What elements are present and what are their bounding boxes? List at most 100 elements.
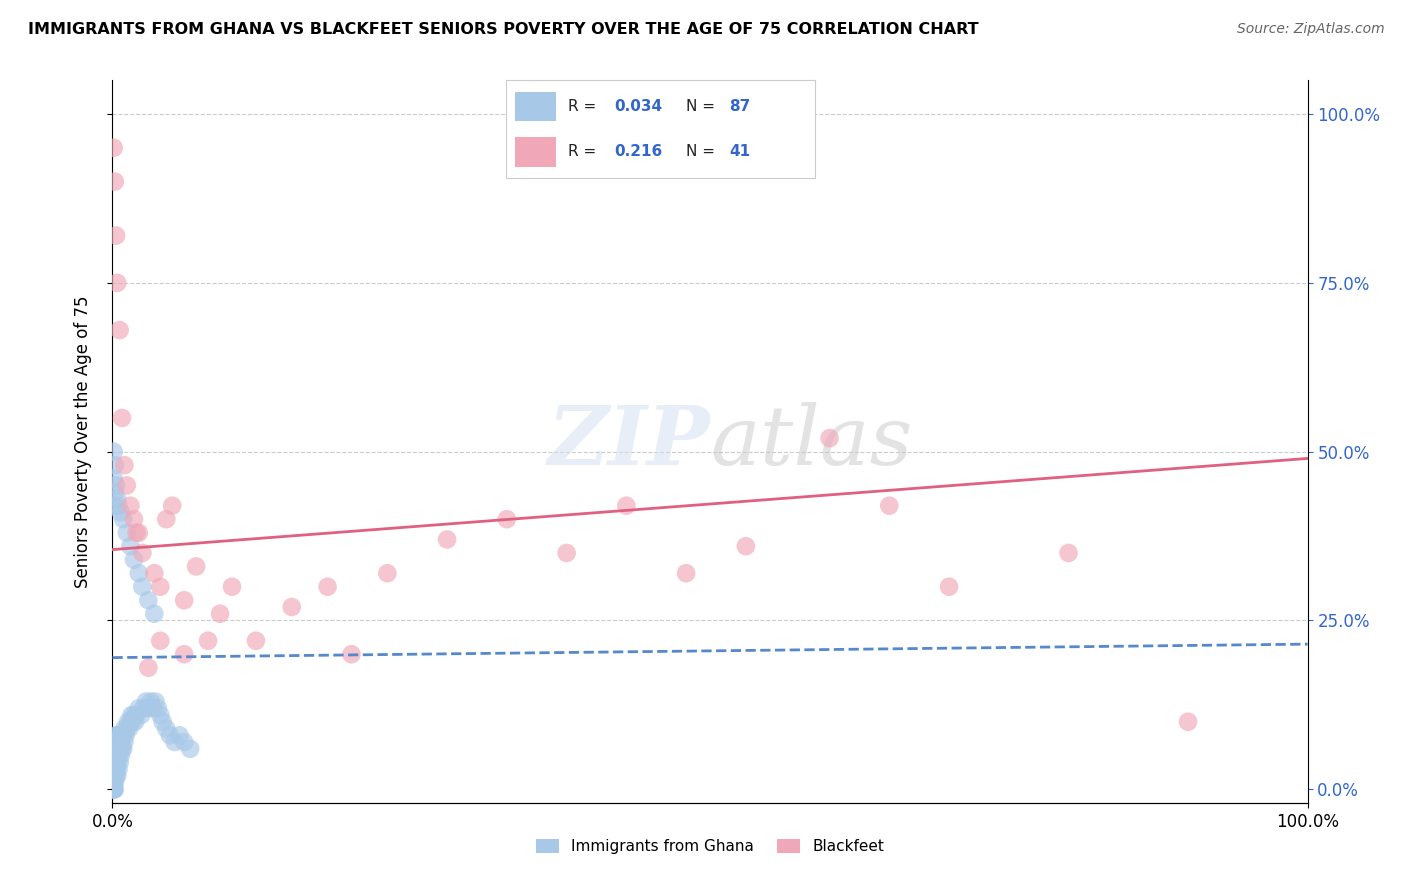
Text: R =: R =	[568, 145, 602, 160]
Point	[104, 756, 127, 770]
Point	[1057, 546, 1080, 560]
Point	[173, 593, 195, 607]
Point	[103, 782, 125, 797]
Point	[340, 647, 363, 661]
Point	[105, 769, 128, 783]
Point	[496, 512, 519, 526]
Point	[115, 525, 138, 540]
Point	[107, 499, 129, 513]
Point	[104, 175, 127, 189]
Point	[128, 566, 150, 581]
Point	[316, 580, 339, 594]
Point	[149, 580, 172, 594]
Point	[103, 444, 125, 458]
Point	[105, 735, 128, 749]
Point	[110, 505, 132, 519]
Point	[103, 775, 125, 789]
Point	[103, 769, 125, 783]
Point	[1177, 714, 1199, 729]
Text: N =: N =	[686, 99, 720, 114]
Text: ZIP: ZIP	[547, 401, 710, 482]
Point	[128, 701, 150, 715]
Text: atlas: atlas	[710, 401, 912, 482]
Point	[245, 633, 267, 648]
Point	[115, 478, 138, 492]
Point	[111, 411, 134, 425]
Point	[879, 499, 901, 513]
Point	[122, 708, 145, 723]
Point	[209, 607, 232, 621]
Text: R =: R =	[568, 99, 602, 114]
Point	[103, 782, 125, 797]
Point	[108, 728, 131, 742]
Point	[221, 580, 243, 594]
Point	[103, 775, 125, 789]
Point	[112, 512, 135, 526]
Point	[121, 708, 143, 723]
Point	[103, 762, 125, 776]
Point	[122, 512, 145, 526]
Point	[377, 566, 399, 581]
Point	[103, 769, 125, 783]
Point	[169, 728, 191, 742]
Point	[104, 748, 127, 763]
Point	[107, 735, 129, 749]
Point	[105, 769, 128, 783]
Point	[173, 735, 195, 749]
Point	[173, 647, 195, 661]
Point	[138, 593, 160, 607]
Point	[103, 756, 125, 770]
Point	[110, 748, 132, 763]
Point	[103, 472, 125, 486]
FancyBboxPatch shape	[516, 92, 555, 121]
Point	[131, 580, 153, 594]
Point	[281, 599, 304, 614]
Point	[103, 141, 125, 155]
Point	[818, 431, 841, 445]
Point	[103, 499, 125, 513]
Point	[149, 633, 172, 648]
Point	[131, 546, 153, 560]
Text: IMMIGRANTS FROM GHANA VS BLACKFEET SENIORS POVERTY OVER THE AGE OF 75 CORRELATIO: IMMIGRANTS FROM GHANA VS BLACKFEET SENIO…	[28, 22, 979, 37]
Point	[105, 276, 128, 290]
Point	[112, 741, 135, 756]
Point	[104, 762, 127, 776]
Point	[186, 559, 208, 574]
Point	[105, 728, 128, 742]
Point	[104, 485, 127, 500]
Point	[111, 728, 134, 742]
Point	[142, 701, 165, 715]
Point	[155, 512, 177, 526]
Point	[114, 458, 135, 472]
Point	[107, 748, 129, 763]
Point	[179, 741, 201, 756]
Point	[138, 701, 160, 715]
Point	[114, 735, 135, 749]
Point	[143, 607, 166, 621]
Point	[159, 728, 181, 742]
Point	[115, 722, 138, 736]
Point	[146, 701, 169, 715]
Point	[120, 539, 142, 553]
Legend: Immigrants from Ghana, Blackfeet: Immigrants from Ghana, Blackfeet	[530, 833, 890, 860]
Point	[108, 323, 131, 337]
Point	[108, 756, 131, 770]
Point	[143, 566, 166, 581]
Point	[163, 735, 186, 749]
Point	[104, 775, 127, 789]
Point	[555, 546, 578, 560]
Text: 0.216: 0.216	[614, 145, 662, 160]
Point	[197, 633, 219, 648]
Point	[105, 228, 128, 243]
Point	[616, 499, 638, 513]
Point	[675, 566, 697, 581]
Text: 41: 41	[728, 145, 749, 160]
Point	[114, 722, 135, 736]
Point	[112, 728, 135, 742]
Point	[121, 714, 143, 729]
Point	[162, 499, 183, 513]
Point	[124, 714, 146, 729]
Point	[139, 694, 162, 708]
Point	[735, 539, 758, 553]
Point	[103, 782, 125, 797]
